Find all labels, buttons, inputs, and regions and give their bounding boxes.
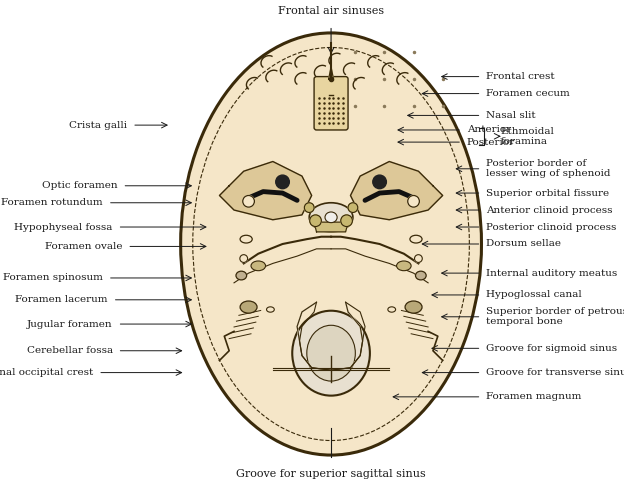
Ellipse shape <box>251 261 266 271</box>
Text: Ethmoidal
foramina: Ethmoidal foramina <box>501 126 555 146</box>
Ellipse shape <box>310 203 353 232</box>
Text: Anterior: Anterior <box>467 125 511 135</box>
Text: Foramen ovale: Foramen ovale <box>45 242 122 251</box>
Text: Posterior: Posterior <box>467 138 515 146</box>
Text: Foramen lacerum: Foramen lacerum <box>16 295 108 305</box>
Polygon shape <box>297 302 363 370</box>
Ellipse shape <box>240 235 252 243</box>
Ellipse shape <box>388 307 396 312</box>
Circle shape <box>240 255 248 263</box>
Text: Foramen spinosum: Foramen spinosum <box>3 273 103 283</box>
Text: Foramen rotundum: Foramen rotundum <box>1 198 103 207</box>
Ellipse shape <box>410 235 422 243</box>
Circle shape <box>310 215 321 226</box>
Text: Groove for sigmoid sinus: Groove for sigmoid sinus <box>486 344 618 353</box>
Circle shape <box>341 215 353 226</box>
Text: Nasal slit: Nasal slit <box>486 111 536 120</box>
Ellipse shape <box>405 301 422 313</box>
Circle shape <box>407 196 419 207</box>
Text: Crista galli: Crista galli <box>69 121 127 130</box>
Text: Cerebellar fossa: Cerebellar fossa <box>27 346 113 355</box>
Polygon shape <box>329 67 333 79</box>
Circle shape <box>373 175 386 189</box>
Text: Hypoglossal canal: Hypoglossal canal <box>486 290 582 300</box>
Text: Posterior clinoid process: Posterior clinoid process <box>486 223 617 231</box>
Text: Foramen cecum: Foramen cecum <box>486 89 570 98</box>
Ellipse shape <box>266 307 275 312</box>
Text: Jugular foramen: Jugular foramen <box>27 320 113 328</box>
Ellipse shape <box>236 271 246 280</box>
Polygon shape <box>351 162 442 220</box>
Text: Groove for transverse sinus: Groove for transverse sinus <box>486 368 624 377</box>
Text: Optic foramen: Optic foramen <box>42 181 117 190</box>
Ellipse shape <box>307 325 355 381</box>
Ellipse shape <box>397 261 411 271</box>
Ellipse shape <box>292 311 370 396</box>
Ellipse shape <box>240 301 257 313</box>
Ellipse shape <box>416 271 426 280</box>
Text: Hypophyseal fossa: Hypophyseal fossa <box>14 223 113 231</box>
Text: Frontal crest: Frontal crest <box>486 72 555 81</box>
Text: Groove for superior sagittal sinus: Groove for superior sagittal sinus <box>236 469 426 480</box>
Circle shape <box>414 255 422 263</box>
Text: Superior orbital fissure: Superior orbital fissure <box>486 188 610 198</box>
Circle shape <box>305 203 314 212</box>
Polygon shape <box>220 162 311 220</box>
Ellipse shape <box>180 33 482 455</box>
Text: Internal auditory meatus: Internal auditory meatus <box>486 268 618 278</box>
Circle shape <box>348 203 358 212</box>
Ellipse shape <box>325 212 337 223</box>
Text: Anterior clinoid process: Anterior clinoid process <box>486 205 613 215</box>
Text: Internal occipital crest: Internal occipital crest <box>0 368 94 377</box>
Text: Frontal air sinuses: Frontal air sinuses <box>278 6 384 16</box>
Circle shape <box>276 175 290 189</box>
Text: Posterior border of
lesser wing of sphenoid: Posterior border of lesser wing of sphen… <box>486 159 611 179</box>
Text: Foramen magnum: Foramen magnum <box>486 392 582 401</box>
FancyBboxPatch shape <box>314 77 348 130</box>
Text: Superior border of petrous
temporal bone: Superior border of petrous temporal bone <box>486 307 624 326</box>
Circle shape <box>243 196 255 207</box>
Text: Dorsum sellae: Dorsum sellae <box>486 240 562 248</box>
Polygon shape <box>314 222 348 232</box>
